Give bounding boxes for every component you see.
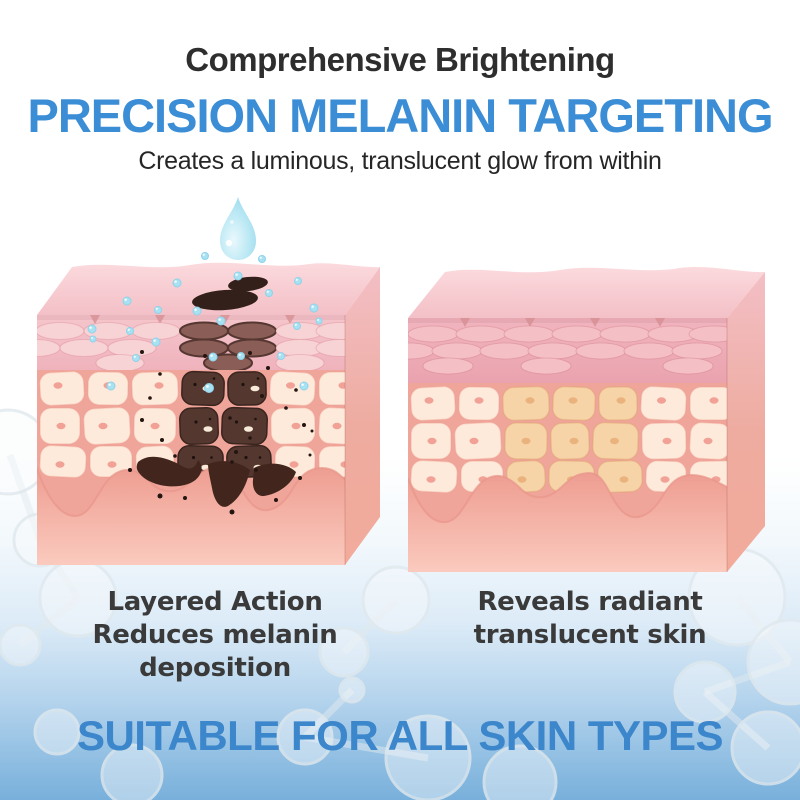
- heading-secondary: Comprehensive Brightening: [185, 41, 615, 78]
- skin-after-illustration: [408, 266, 765, 572]
- molecule-decoration: [0, 408, 800, 800]
- serum-bubble-icon: [87, 252, 323, 393]
- caption-line: Reduces melanin: [92, 620, 338, 650]
- footer-banner: SUITABLE FOR ALL SKIN TYPES: [76, 712, 724, 759]
- caption-after: Reveals radiant translucent skin: [440, 586, 740, 652]
- subtitle: Creates a luminous, translucent glow fro…: [138, 147, 662, 175]
- caption-line: Reveals radiant: [477, 587, 703, 617]
- skin-before-illustration: [37, 262, 380, 565]
- caption-line: Layered Action: [107, 587, 323, 617]
- caption-line: deposition: [139, 653, 291, 683]
- page-title: PRECISION MELANIN TARGETING: [27, 89, 773, 142]
- water-droplet-icon: [220, 197, 256, 260]
- caption-before: Layered Action Reduces melanin depositio…: [60, 586, 370, 685]
- caption-line: translucent skin: [473, 620, 707, 650]
